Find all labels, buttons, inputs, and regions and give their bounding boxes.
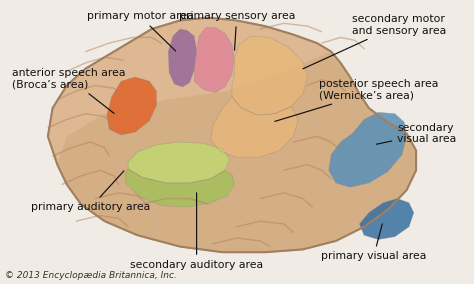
- Polygon shape: [125, 169, 234, 207]
- Text: secondary motor
and sensory area: secondary motor and sensory area: [303, 14, 447, 69]
- Polygon shape: [194, 28, 234, 93]
- Polygon shape: [232, 36, 308, 115]
- Text: secondary
visual area: secondary visual area: [376, 123, 456, 144]
- Text: © 2013 Encyclopædia Britannica, Inc.: © 2013 Encyclopædia Britannica, Inc.: [5, 272, 177, 281]
- Polygon shape: [211, 97, 298, 158]
- Polygon shape: [128, 142, 229, 183]
- Text: primary sensory area: primary sensory area: [179, 11, 295, 50]
- Polygon shape: [329, 112, 407, 187]
- Polygon shape: [57, 52, 416, 252]
- Text: posterior speech area
(Wernicke’s area): posterior speech area (Wernicke’s area): [275, 79, 439, 121]
- Polygon shape: [359, 199, 414, 239]
- Text: primary motor area: primary motor area: [87, 11, 193, 51]
- Text: primary visual area: primary visual area: [321, 224, 426, 262]
- Polygon shape: [107, 77, 156, 135]
- Text: secondary auditory area: secondary auditory area: [130, 193, 263, 270]
- Text: primary auditory area: primary auditory area: [31, 171, 151, 212]
- Text: anterior speech area
(Broca’s area): anterior speech area (Broca’s area): [12, 68, 126, 113]
- Polygon shape: [168, 29, 197, 87]
- Polygon shape: [48, 18, 416, 252]
